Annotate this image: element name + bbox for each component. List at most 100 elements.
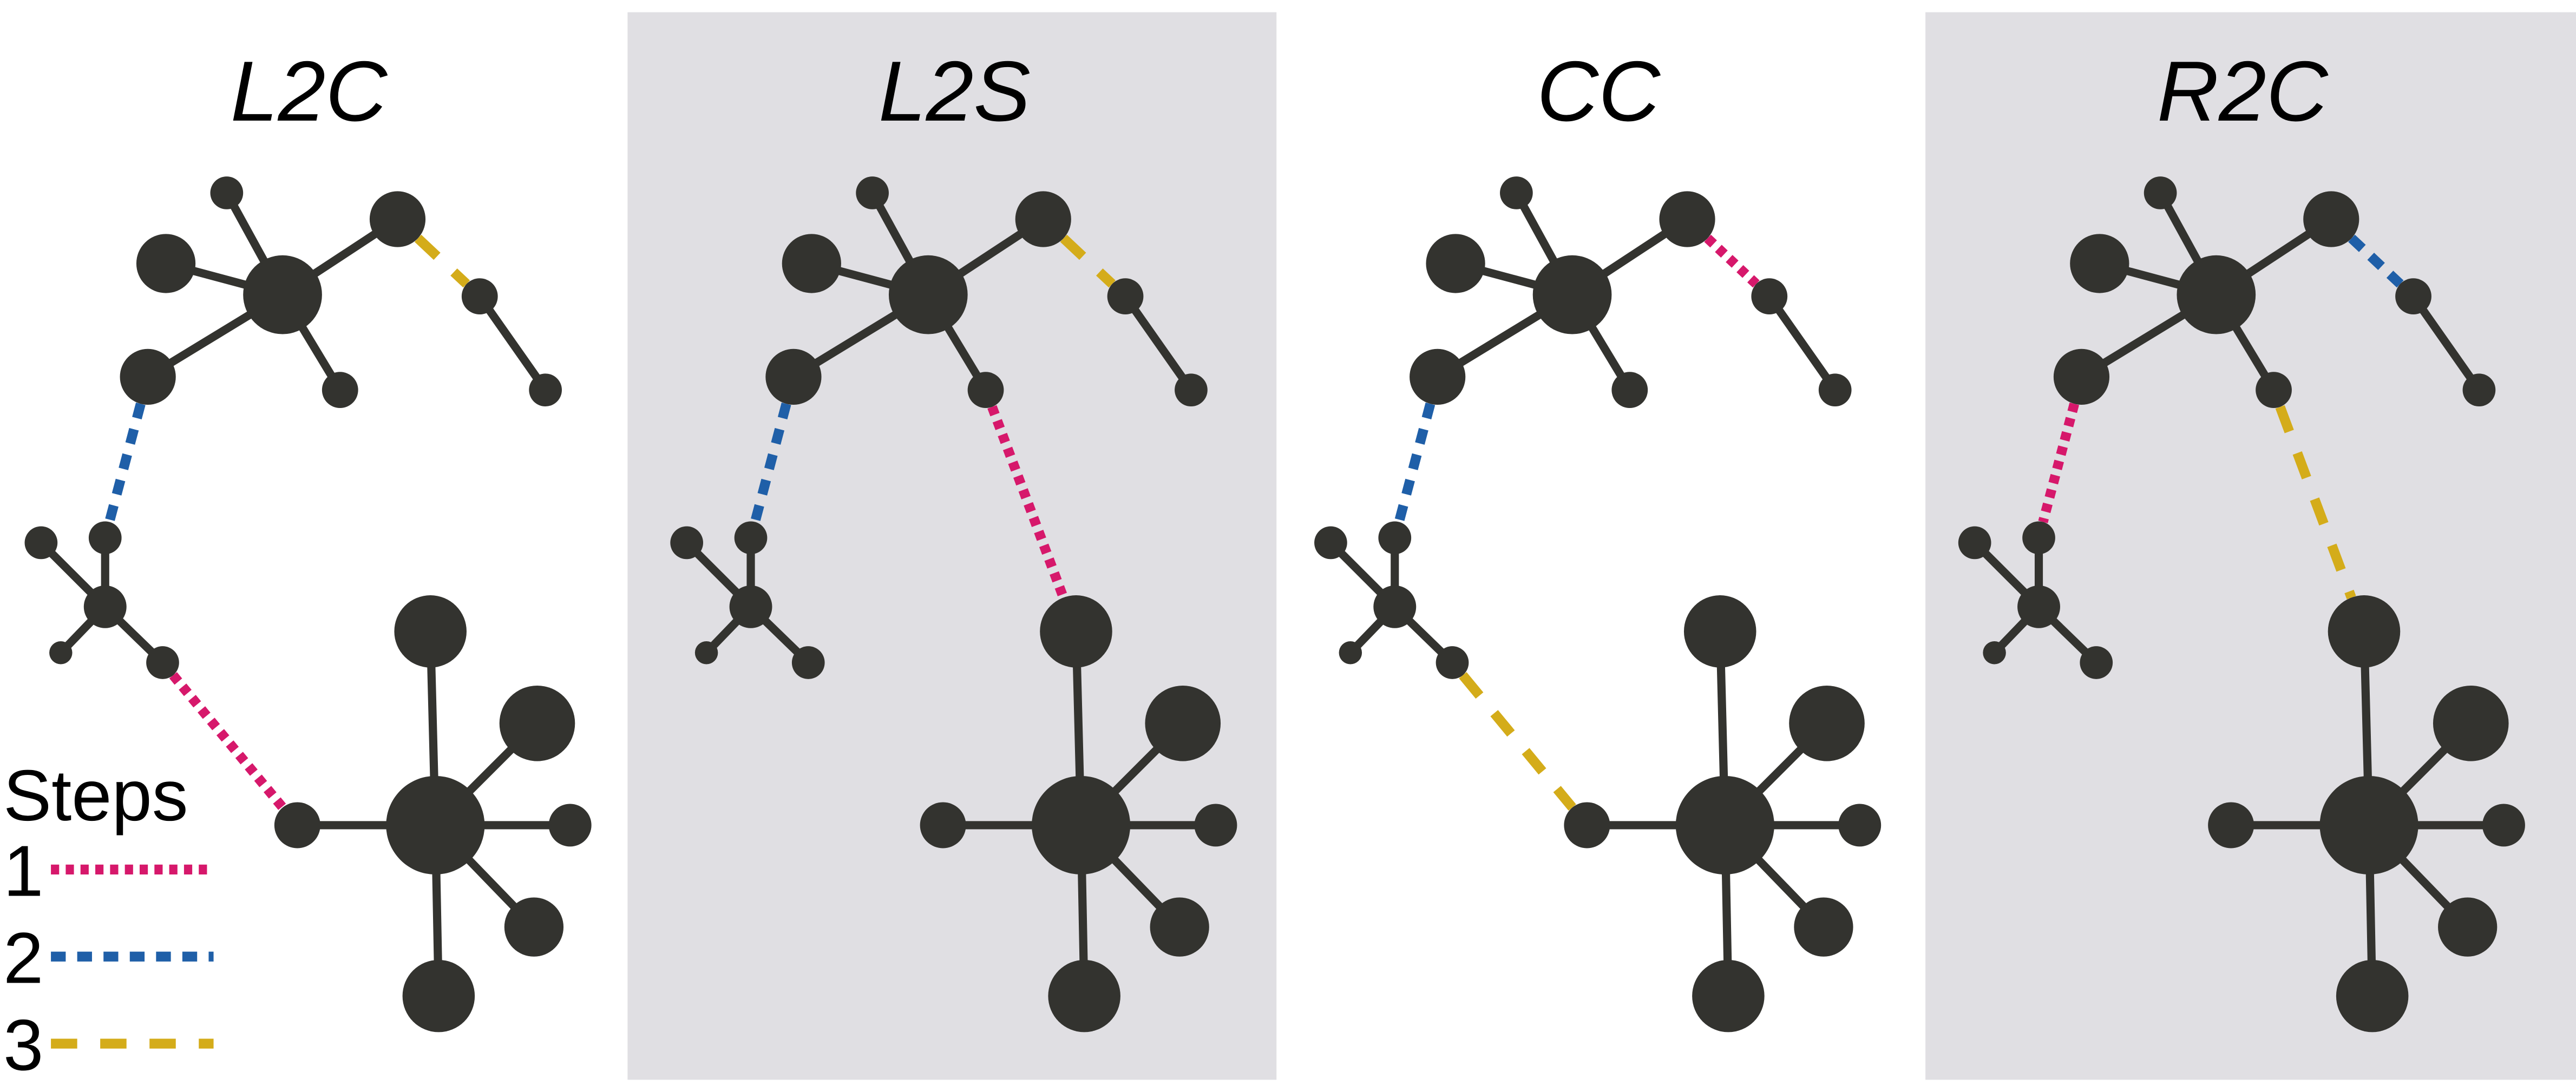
atom [791,646,825,679]
atom [2319,775,2418,875]
atom [1107,278,1144,315]
atom [2395,278,2431,315]
atom [1426,234,1485,293]
atom [1015,191,1071,247]
atom [967,372,1004,409]
atom [1659,191,1715,247]
atom [1675,775,1774,875]
atom [548,804,592,847]
step-link [2038,402,2080,523]
atom [2433,685,2509,761]
atom [2336,959,2409,1032]
atom [2144,176,2177,209]
atom [694,641,718,665]
atom [83,585,127,628]
atom [2438,897,2498,957]
atom [1373,585,1417,628]
step-link [1394,402,1436,523]
atom [136,234,196,293]
atom [322,372,358,409]
atom [765,348,822,405]
atom [402,959,475,1032]
panel-title: L2S [879,44,1031,139]
atom [210,176,244,209]
atom [1794,897,1853,957]
atom [146,646,179,679]
atom [1040,595,1112,668]
panel: L2S [670,44,1237,1032]
panel-title: R2C [2157,44,2329,139]
atom [1048,959,1120,1032]
atom [88,521,122,555]
panel: L2C [24,44,592,1032]
atom [1564,802,1610,848]
atom [499,685,575,761]
legend: Steps 1 2 3 [3,755,214,1086]
panel: CC [1314,44,1882,1032]
step-link [1060,234,1116,288]
atom [2070,234,2129,293]
atom [504,897,564,957]
atom [1683,595,1756,668]
step-link [2275,405,2356,600]
step-link [750,402,791,523]
atom [2482,804,2525,847]
panel-title: CC [1537,44,1661,139]
atom [1983,641,2006,665]
step-link [104,402,146,523]
atom [1532,255,1612,334]
atom [2177,255,2256,334]
step-link [2348,234,2404,288]
atom [1611,372,1648,409]
atom [394,595,467,668]
atom [1958,526,1991,560]
atom [920,802,966,848]
atom [856,176,889,209]
atom [2208,802,2254,848]
atom [386,775,485,875]
atom [1194,804,1237,847]
atom [888,255,968,334]
atom [734,521,768,555]
atom [1838,804,1882,847]
atom [2022,521,2055,555]
atom [729,585,772,628]
legend-label: 3 [3,1005,43,1086]
atom [2328,595,2401,668]
atom [1410,348,1466,405]
bond [1766,294,1839,393]
atom [670,526,704,560]
atom [1692,959,1765,1032]
atom [1175,373,1208,407]
legend-label: 1 [3,831,43,911]
atom [2053,348,2110,405]
atom [369,191,426,247]
panel: R2C [1958,44,2525,1032]
atom [1145,685,1221,761]
atom [2017,585,2060,628]
atom [2462,373,2496,407]
atom [1378,521,1412,555]
panels: L2C L2S CC R2C [24,44,2525,1032]
atom [2303,191,2359,247]
atom [1339,641,1362,665]
bond [2410,294,2483,393]
atom [2256,372,2292,409]
step-link [1459,672,1576,811]
atom [461,278,498,315]
atom [1032,775,1131,875]
atom [1314,526,1347,560]
legend-label: 2 [3,918,43,998]
atom [782,234,841,293]
bond [476,294,549,393]
atom [1436,646,1469,679]
atom [1150,897,1209,957]
step-link [414,234,470,288]
step-link [169,672,287,811]
atom [1500,176,1533,209]
step-link [1704,234,1760,288]
atom [120,348,176,405]
atom [1789,685,1865,761]
